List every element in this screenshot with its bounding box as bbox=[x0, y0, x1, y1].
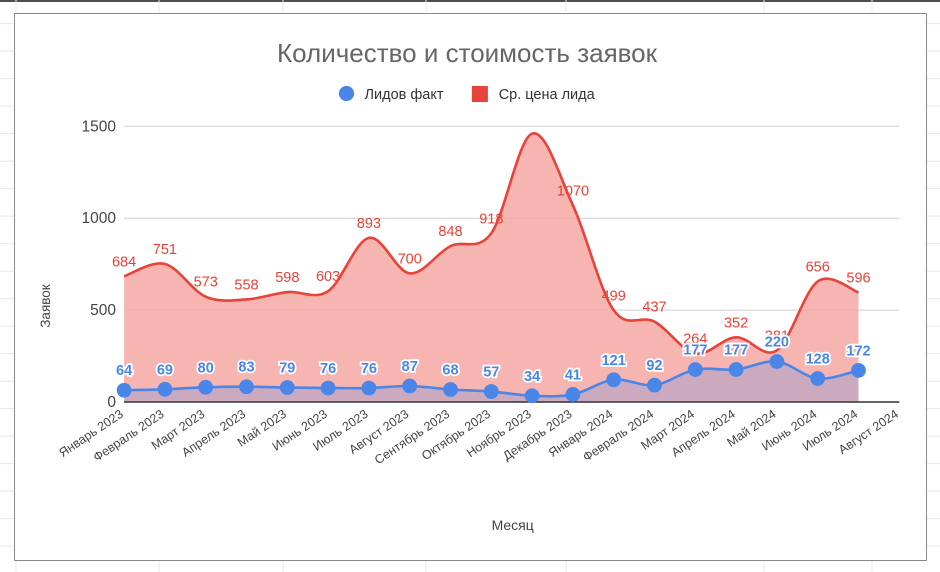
svg-text:121: 121 bbox=[602, 353, 626, 369]
svg-text:Месяц: Месяц bbox=[492, 517, 534, 533]
svg-text:500: 500 bbox=[90, 302, 116, 319]
svg-text:918: 918 bbox=[479, 211, 503, 227]
svg-text:700: 700 bbox=[398, 251, 422, 267]
svg-text:34: 34 bbox=[524, 369, 540, 385]
svg-text:Ср. цена лида: Ср. цена лида bbox=[499, 87, 596, 103]
svg-text:1070: 1070 bbox=[557, 183, 589, 199]
svg-text:1500: 1500 bbox=[82, 118, 117, 135]
svg-text:848: 848 bbox=[438, 224, 462, 240]
svg-text:684: 684 bbox=[112, 254, 136, 270]
svg-text:352: 352 bbox=[724, 315, 748, 331]
svg-text:80: 80 bbox=[198, 360, 214, 376]
svg-text:603: 603 bbox=[316, 269, 340, 285]
svg-text:87: 87 bbox=[402, 359, 418, 375]
svg-text:0: 0 bbox=[107, 394, 116, 411]
svg-text:499: 499 bbox=[602, 288, 626, 304]
svg-text:Лидов факт: Лидов факт bbox=[365, 87, 444, 103]
svg-text:220: 220 bbox=[765, 335, 789, 351]
svg-text:893: 893 bbox=[357, 216, 381, 232]
svg-text:83: 83 bbox=[238, 360, 254, 376]
svg-text:Количество и стоимость заявок: Количество и стоимость заявок bbox=[277, 38, 658, 68]
svg-text:64: 64 bbox=[116, 363, 132, 379]
svg-text:558: 558 bbox=[234, 277, 258, 293]
svg-text:69: 69 bbox=[157, 362, 173, 378]
svg-text:Заявок: Заявок bbox=[38, 284, 53, 328]
svg-text:177: 177 bbox=[683, 342, 707, 358]
svg-text:57: 57 bbox=[483, 365, 499, 381]
svg-text:573: 573 bbox=[194, 275, 218, 291]
svg-text:76: 76 bbox=[320, 361, 336, 377]
svg-text:68: 68 bbox=[442, 363, 458, 379]
svg-text:1000: 1000 bbox=[82, 210, 117, 227]
svg-text:Декабрь 2023: Декабрь 2023 bbox=[500, 407, 574, 463]
svg-text:79: 79 bbox=[279, 360, 295, 376]
svg-text:76: 76 bbox=[361, 361, 377, 377]
svg-text:41: 41 bbox=[565, 367, 581, 383]
svg-text:92: 92 bbox=[646, 358, 662, 374]
svg-text:656: 656 bbox=[806, 259, 830, 275]
svg-text:128: 128 bbox=[806, 351, 830, 367]
svg-text:596: 596 bbox=[846, 270, 870, 286]
svg-text:177: 177 bbox=[724, 342, 748, 358]
svg-text:598: 598 bbox=[275, 270, 299, 286]
svg-text:751: 751 bbox=[153, 242, 177, 258]
svg-text:437: 437 bbox=[642, 300, 666, 316]
svg-text:172: 172 bbox=[846, 343, 870, 359]
